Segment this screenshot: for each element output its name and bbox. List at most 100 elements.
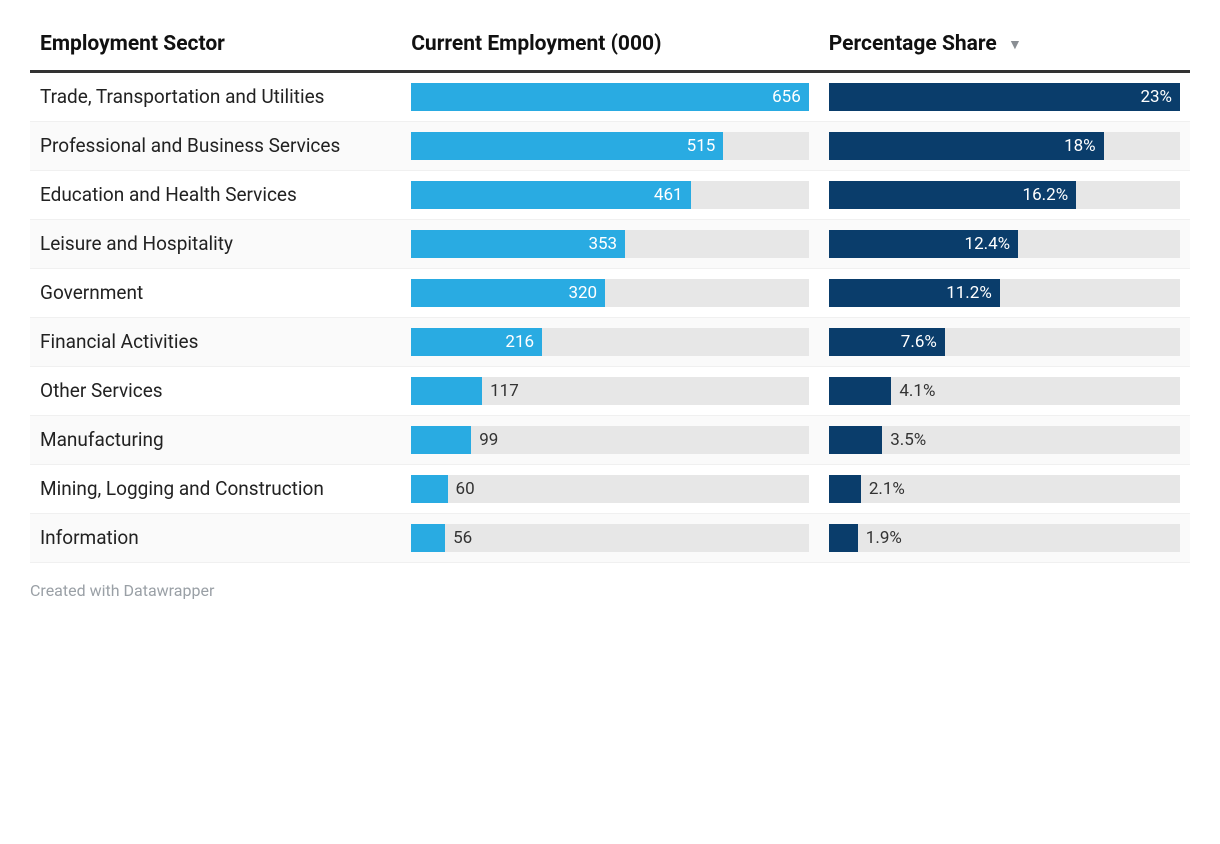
share-bar-track: 2.1% [829,475,1180,503]
employment-bar-label: 320 [411,279,605,307]
share-bar-fill [829,475,861,503]
share-cell: 1.9% [819,514,1190,563]
employment-bar-track: 353 [411,230,809,258]
share-bar-track: 18% [829,132,1180,160]
employment-bar-track: 99 [411,426,809,454]
employment-bar-fill [411,475,447,503]
sector-cell: Education and Health Services [30,171,401,220]
share-bar-track: 7.6% [829,328,1180,356]
employment-cell: 216 [401,318,819,367]
employment-bar-label: 60 [448,475,483,503]
share-cell: 2.1% [819,465,1190,514]
share-bar-label: 23% [829,83,1180,111]
share-cell: 12.4% [819,220,1190,269]
employment-bar-track: 515 [411,132,809,160]
employment-bar-fill [411,377,482,405]
table-row: Leisure and Hospitality 353 12.4% [30,220,1190,269]
col-header-employment-label: Current Employment (000) [411,32,661,56]
sector-cell: Trade, Transportation and Utilities [30,72,401,122]
employment-cell: 60 [401,465,819,514]
share-bar-fill [829,377,892,405]
employment-cell: 515 [401,122,819,171]
col-header-share-label: Percentage Share [829,32,997,56]
sector-cell: Mining, Logging and Construction [30,465,401,514]
employment-bar-label: 515 [411,132,723,160]
table-row: Other Services 117 4.1% [30,367,1190,416]
share-bar-track: 23% [829,83,1180,111]
employment-bar-label: 117 [482,377,527,405]
sector-cell: Professional and Business Services [30,122,401,171]
share-bar-label: 11.2% [829,279,1000,307]
employment-bar-fill [411,524,445,552]
share-bar-label: 1.9% [858,524,910,552]
col-header-sector[interactable]: Employment Sector [30,20,401,72]
table-row: Professional and Business Services 515 18% [30,122,1190,171]
table-row: Financial Activities 216 7.6% [30,318,1190,367]
chart-container: Employment Sector Current Employment (00… [0,0,1220,620]
share-bar-fill [829,426,882,454]
share-bar-track: 16.2% [829,181,1180,209]
sector-cell: Other Services [30,367,401,416]
table-row: Trade, Transportation and Utilities 656 23… [30,72,1190,122]
sector-cell: Information [30,514,401,563]
employment-table: Employment Sector Current Employment (00… [30,20,1190,563]
employment-bar-label: 216 [411,328,542,356]
col-header-employment[interactable]: Current Employment (000) [401,20,819,72]
share-bar-label: 7.6% [829,328,945,356]
share-cell: 7.6% [819,318,1190,367]
employment-bar-label: 56 [445,524,480,552]
employment-bar-label: 353 [411,230,625,258]
employment-bar-fill [411,426,471,454]
employment-bar-track: 656 [411,83,809,111]
share-bar-label: 3.5% [882,426,934,454]
sector-cell: Leisure and Hospitality [30,220,401,269]
share-cell: 11.2% [819,269,1190,318]
table-row: Government 320 11.2% [30,269,1190,318]
employment-cell: 117 [401,367,819,416]
share-bar-track: 12.4% [829,230,1180,258]
share-bar-label: 16.2% [829,181,1076,209]
sort-desc-icon: ▼ [1008,36,1022,53]
employment-cell: 320 [401,269,819,318]
table-header-row: Employment Sector Current Employment (00… [30,20,1190,72]
share-bar-label: 12.4% [829,230,1018,258]
employment-cell: 99 [401,416,819,465]
table-body: Trade, Transportation and Utilities 656 23… [30,72,1190,563]
share-bar-label: 4.1% [891,377,943,405]
share-cell: 18% [819,122,1190,171]
employment-bar-track: 117 [411,377,809,405]
share-bar-fill [829,524,858,552]
employment-cell: 461 [401,171,819,220]
employment-cell: 656 [401,72,819,122]
sector-cell: Manufacturing [30,416,401,465]
share-bar-track: 3.5% [829,426,1180,454]
employment-bar-track: 320 [411,279,809,307]
sector-cell: Government [30,269,401,318]
share-cell: 16.2% [819,171,1190,220]
employment-bar-track: 216 [411,328,809,356]
share-bar-label: 18% [829,132,1104,160]
table-row: Mining, Logging and Construction 60 2.1% [30,465,1190,514]
footer-attribution: Created with Datawrapper [30,581,1190,600]
share-cell: 3.5% [819,416,1190,465]
table-row: Education and Health Services 461 16.2% [30,171,1190,220]
share-bar-track: 11.2% [829,279,1180,307]
share-bar-track: 1.9% [829,524,1180,552]
col-header-sector-label: Employment Sector [40,32,225,56]
employment-bar-label: 99 [471,426,506,454]
employment-cell: 56 [401,514,819,563]
share-bar-track: 4.1% [829,377,1180,405]
employment-cell: 353 [401,220,819,269]
employment-bar-track: 56 [411,524,809,552]
share-cell: 23% [819,72,1190,122]
table-row: Information 56 1.9% [30,514,1190,563]
table-row: Manufacturing 99 3.5% [30,416,1190,465]
employment-bar-label: 656 [411,83,809,111]
employment-bar-track: 60 [411,475,809,503]
share-bar-label: 2.1% [861,475,913,503]
share-cell: 4.1% [819,367,1190,416]
sector-cell: Financial Activities [30,318,401,367]
employment-bar-track: 461 [411,181,809,209]
employment-bar-label: 461 [411,181,690,209]
col-header-share[interactable]: Percentage Share ▼ [819,20,1190,72]
